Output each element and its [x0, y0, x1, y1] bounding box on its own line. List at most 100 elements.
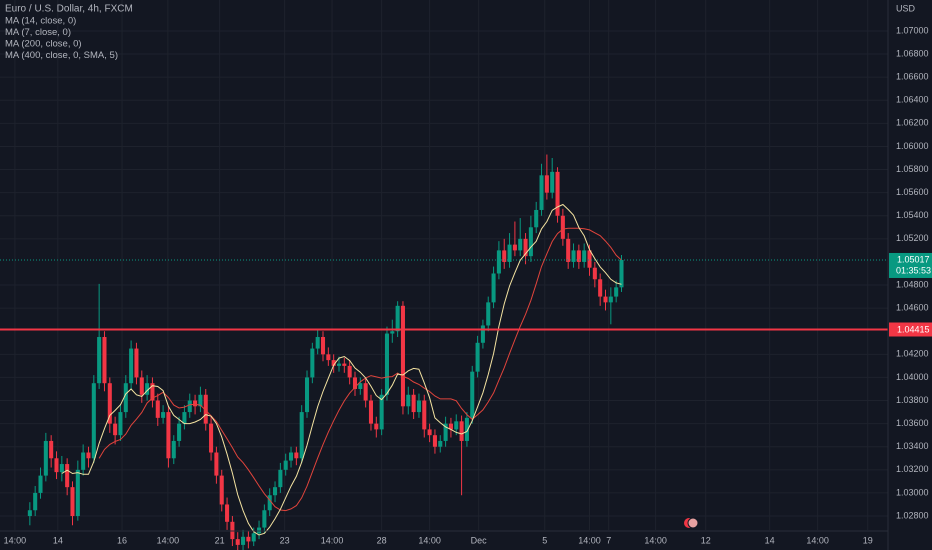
candle-body	[230, 521, 235, 540]
candle-body	[560, 215, 565, 239]
legend-entry: MA (200, close, 0)	[5, 39, 82, 50]
event-icons[interactable]	[684, 517, 699, 529]
candle-body	[97, 337, 102, 384]
candle-body	[491, 273, 496, 303]
y-tick-label: 1.04800	[896, 279, 929, 289]
y-tick-label: 1.04600	[896, 303, 929, 313]
y-tick-label: 1.06200	[896, 118, 929, 128]
candle-body	[374, 423, 379, 430]
y-tick-label: 1.05200	[896, 233, 929, 243]
candle-body	[241, 536, 246, 545]
y-tick-label: 1.05800	[896, 164, 929, 174]
y-tick-label: 1.06600	[896, 72, 929, 82]
candle-body	[422, 400, 427, 430]
candle-body	[384, 333, 389, 395]
candle-body	[326, 354, 331, 361]
candle-body	[315, 337, 320, 349]
candle-body	[459, 421, 464, 441]
candle-body	[139, 377, 144, 395]
candle-body	[395, 305, 400, 332]
candle-body	[539, 175, 544, 210]
candle-body	[102, 337, 107, 384]
candle-body	[304, 377, 310, 413]
candle-body	[464, 417, 469, 441]
candle-body	[550, 171, 555, 193]
candle-body	[432, 435, 437, 447]
candle-body	[118, 412, 123, 436]
candle-body	[502, 250, 507, 262]
y-tick-label: 1.05600	[896, 187, 929, 197]
x-tick-label: 12	[701, 535, 711, 545]
candle-body	[480, 325, 485, 343]
x-tick-label: 14	[53, 535, 63, 545]
y-tick-label: 1.06800	[896, 48, 929, 58]
candle-body	[43, 440, 48, 476]
x-tick-label: 16	[117, 535, 127, 545]
candle-body	[534, 209, 539, 228]
grid-layer	[0, 0, 888, 530]
candle-body	[134, 348, 139, 378]
candle-body	[587, 250, 592, 268]
y-tick-label: 1.02800	[896, 510, 929, 520]
candle-body	[262, 510, 267, 528]
candle-body	[427, 429, 432, 436]
candle-body	[59, 464, 64, 473]
candle-body	[299, 412, 304, 459]
candle-body	[518, 238, 523, 251]
legend: Euro / U.S. Dollar, 4h, FXCM MA (14, clo…	[5, 4, 133, 61]
candle-body	[86, 452, 91, 459]
candle-body	[614, 287, 619, 297]
candle-body	[283, 460, 288, 470]
candle-body	[251, 533, 256, 542]
candle-body	[582, 250, 587, 262]
candle-body	[571, 250, 576, 262]
x-tick-label: 14:00	[578, 535, 601, 545]
candle-body	[107, 383, 112, 424]
candle-body	[310, 348, 315, 378]
candle-body	[528, 227, 533, 257]
candle-body	[150, 383, 155, 401]
candle-body	[336, 363, 342, 366]
y-tick-label: 1.03600	[896, 418, 929, 428]
candle-body	[129, 348, 134, 384]
candle-body	[512, 244, 517, 251]
countdown-label: 01:35:53	[896, 265, 931, 275]
y-tick-label: 1.03000	[896, 487, 929, 497]
x-tick-label: 14:00	[418, 535, 441, 545]
x-tick-label: 14:00	[806, 535, 829, 545]
x-tick-label: 14:00	[644, 535, 667, 545]
candle-body	[288, 452, 294, 461]
candle-body	[267, 495, 272, 511]
last-price-label: 1.05017	[897, 254, 930, 264]
candle-body	[486, 302, 491, 326]
event-icon[interactable]	[687, 517, 699, 529]
candle-body	[155, 400, 160, 418]
candle-body	[368, 400, 374, 424]
candle-body	[475, 342, 480, 372]
moving-average-line	[98, 227, 622, 512]
y-tick-label: 1.06000	[896, 141, 929, 151]
candle-body	[171, 440, 176, 459]
candle-body	[523, 238, 528, 257]
y-tick-label: 1.04000	[896, 372, 929, 382]
x-tick-label: 28	[377, 535, 387, 545]
candle-body	[411, 394, 416, 413]
x-tick-label: 5	[542, 535, 547, 545]
x-tick-label: 19	[863, 535, 873, 545]
candle-body	[390, 331, 395, 334]
legend-entry: MA (400, close, 0, SMA, 5)	[5, 50, 118, 61]
candle-body	[81, 452, 86, 470]
candle-body	[320, 337, 326, 355]
y-tick-label: 1.05400	[896, 210, 929, 220]
x-tick-label: 21	[215, 535, 225, 545]
x-tick-label: 14:00	[321, 535, 344, 545]
candle-body	[342, 363, 347, 366]
candle-body	[257, 527, 262, 534]
candle-body	[603, 296, 608, 303]
candle-body	[219, 475, 224, 505]
x-tick-label: 14:00	[4, 535, 27, 545]
candle-body	[214, 452, 219, 476]
marks-layer	[0, 154, 888, 550]
